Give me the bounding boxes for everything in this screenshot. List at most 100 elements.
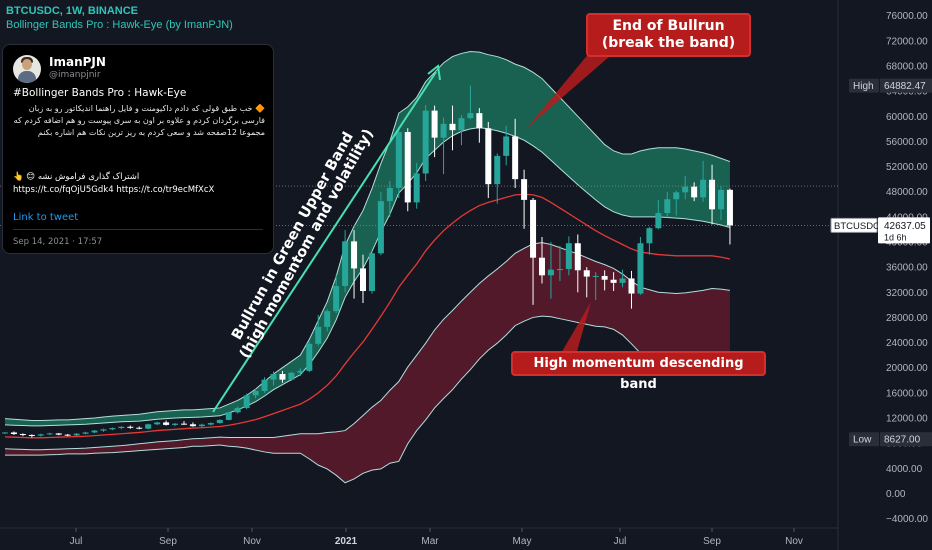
tweet-share: اشتراک گذاری فراموش نشه 😊 👆 https://t.co… xyxy=(13,171,265,197)
time-axis-label: Mar xyxy=(421,536,439,547)
candle-body xyxy=(395,132,402,188)
candle-body xyxy=(82,432,89,434)
candle-body xyxy=(413,173,420,203)
candle-body xyxy=(252,390,259,396)
candle-body xyxy=(449,123,456,131)
candle-body xyxy=(306,343,313,371)
candle-body xyxy=(261,379,268,391)
price-axis-tick: 28000.00 xyxy=(886,313,928,324)
price-axis-tick: 32000.00 xyxy=(886,288,928,299)
candle-body xyxy=(726,189,733,226)
candle-body xyxy=(243,395,250,408)
candle-body xyxy=(10,432,17,435)
candle-body xyxy=(360,268,366,292)
price-axis-tick: 4000.00 xyxy=(886,464,923,475)
time-axis-label: Sep xyxy=(159,536,177,547)
tweet-share-links[interactable]: https://t.co/fqOjU5Gdk4 https://t.co/tr9… xyxy=(13,185,215,195)
candle-body xyxy=(467,113,474,119)
candle-body xyxy=(225,412,232,420)
top-callout-pointer xyxy=(527,46,610,128)
candle-body xyxy=(342,241,349,286)
candle-body xyxy=(279,374,286,380)
candle-body xyxy=(163,422,170,425)
candle-body xyxy=(422,110,429,174)
price-axis-tick: 76000.00 xyxy=(886,11,928,22)
candle-body xyxy=(691,186,698,198)
inner-lower-band-line xyxy=(4,242,731,451)
last-symbol-label: BTCUSDC xyxy=(834,221,880,232)
time-axis-label: May xyxy=(513,536,532,547)
bar-countdown: 1d 6h xyxy=(884,232,907,242)
candle-body xyxy=(610,279,617,283)
candle-body xyxy=(46,433,53,435)
upper-band-line xyxy=(4,51,731,422)
indicator-title[interactable]: Bollinger Bands Pro : Hawk-Eye (by ImanP… xyxy=(6,19,233,31)
candle-body xyxy=(592,275,599,277)
candle-body xyxy=(476,113,483,129)
candle-body xyxy=(136,427,143,429)
tweet-date: Sep 14, 2021 · 17:57 xyxy=(13,237,103,247)
price-axis-tick: 68000.00 xyxy=(886,62,928,73)
candle-body xyxy=(189,424,196,427)
candle-body xyxy=(109,428,116,430)
price-axis-tick: 72000.00 xyxy=(886,36,928,47)
price-axis-tick: −4000.00 xyxy=(886,514,928,525)
price-axis-tick: 52000.00 xyxy=(886,162,928,173)
candle-body xyxy=(503,136,510,156)
candle-body xyxy=(512,136,519,180)
candle-body xyxy=(574,243,581,271)
price-axis-tick: 60000.00 xyxy=(886,112,928,123)
candle-body xyxy=(583,270,590,277)
tweet-body: 🔶 خب طبق قولی که دادم داکیومنت و فایل را… xyxy=(13,104,265,137)
candle-body xyxy=(646,228,653,244)
candle-body xyxy=(539,257,545,276)
time-axis-label: Nov xyxy=(785,536,803,547)
candle-body xyxy=(198,424,205,427)
candle-body xyxy=(709,179,716,210)
inner-upper-band-line xyxy=(4,127,731,427)
candle-body xyxy=(181,423,187,425)
price-axis-tick: 24000.00 xyxy=(886,338,928,349)
end-of-bullrun-callout[interactable]: End of Bullrun (break the band) xyxy=(586,13,751,57)
last-price-value: 42637.05 xyxy=(884,221,926,232)
last-symbol-bg xyxy=(830,217,878,233)
upper-band-fill xyxy=(5,51,730,426)
tweet-link[interactable]: Link to tweet xyxy=(13,212,79,223)
tweet-author-handle[interactable]: @imanpjnir xyxy=(49,70,101,80)
low-label: Low xyxy=(853,435,872,446)
price-axis-tick: 16000.00 xyxy=(886,388,928,399)
candle-body xyxy=(377,201,384,254)
avatar[interactable] xyxy=(13,55,41,83)
candle-body xyxy=(521,179,528,200)
chart-symbol-title[interactable]: BTCUSDC, 1W, BINANCE xyxy=(6,5,139,17)
candle-body xyxy=(718,189,724,210)
candle-body xyxy=(628,278,635,294)
candle-body xyxy=(673,192,680,200)
candle-body xyxy=(324,311,331,327)
candle-body xyxy=(619,278,626,283)
tweet-author-name[interactable]: ImanPJN xyxy=(49,55,106,69)
candle-body xyxy=(386,187,393,202)
candle-body xyxy=(64,434,71,436)
bottom-callout-pointer xyxy=(560,302,591,355)
candle-body xyxy=(485,128,492,185)
candle-body xyxy=(2,432,8,434)
descending-band-callout[interactable]: High momentum descending band xyxy=(511,351,766,392)
candle-body xyxy=(547,269,554,276)
low-value: 8627.00 xyxy=(884,435,921,446)
price-axis-tick: 20000.00 xyxy=(886,363,928,374)
time-axis-label: 2021 xyxy=(335,536,358,547)
candle-body xyxy=(682,186,689,193)
candle-body xyxy=(73,433,80,436)
candle-body xyxy=(91,430,98,433)
price-axis-tick: 48000.00 xyxy=(886,187,928,198)
price-axis-tick: 56000.00 xyxy=(886,137,928,148)
candle-body xyxy=(172,423,179,425)
tweet-card: ImanPJN @imanpjnir #Bollinger Bands Pro … xyxy=(2,44,274,254)
candle-body xyxy=(700,179,707,198)
high-label-bg xyxy=(849,78,879,93)
candle-body xyxy=(458,118,465,131)
price-axis-tick: 36000.00 xyxy=(886,263,928,274)
candle-body xyxy=(494,155,501,185)
